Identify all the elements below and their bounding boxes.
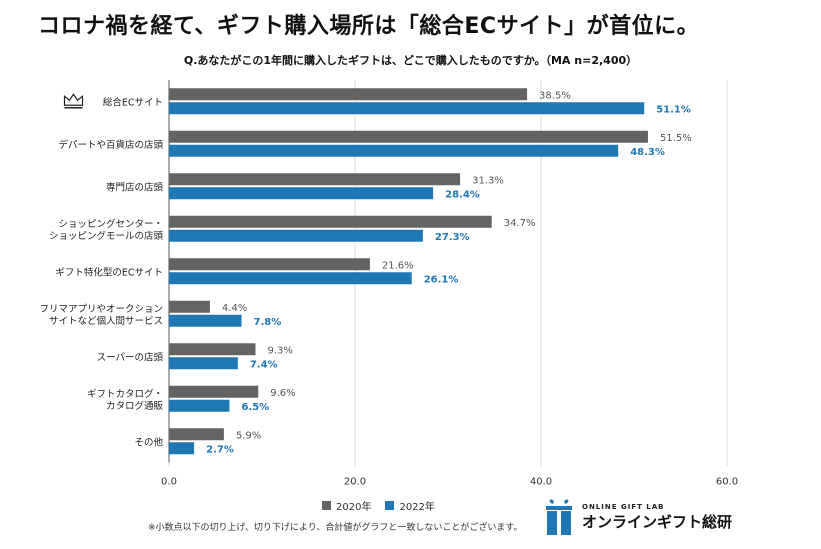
logo-subtitle: ONLINE GIFT LAB (582, 502, 665, 511)
category-label: サイトなど個人間サービス (49, 315, 163, 327)
bar-2020 (169, 428, 224, 441)
data-label-2020: 31.3% (472, 175, 504, 186)
data-label-2022: 48.3% (630, 147, 665, 158)
bar-2022 (169, 442, 195, 455)
category-label: その他 (134, 436, 163, 448)
legend-swatch-2020 (322, 501, 331, 510)
data-label-2022: 51.1% (656, 104, 691, 115)
category-label: 総合ECサイト (103, 96, 163, 108)
category-label: スーパーの店頭 (97, 351, 164, 363)
data-label-2020: 5.9% (236, 430, 261, 441)
x-tick-label: 20.0 (344, 477, 366, 488)
x-tick-label: 0.0 (161, 477, 177, 488)
data-label-2020: 21.6% (382, 260, 414, 271)
data-label-2022: 6.5% (241, 402, 269, 413)
bar-2022 (169, 357, 238, 370)
data-label-2022: 28.4% (445, 189, 480, 200)
data-label-2020: 34.7% (504, 218, 536, 229)
category-label: カタログ通販 (106, 400, 164, 412)
data-label-2022: 2.7% (206, 444, 234, 455)
bar-2022 (169, 314, 242, 327)
legend-swatch-2022 (385, 501, 395, 510)
data-label-2022: 27.3% (435, 232, 470, 243)
x-tick-label: 60.0 (716, 477, 738, 488)
category-label: ギフト特化型のECサイト (55, 266, 163, 278)
legend-label-2020: 2020年 (336, 502, 372, 513)
bar-2022 (169, 229, 423, 242)
bar-2020 (169, 385, 259, 398)
bar-2020 (169, 300, 210, 313)
legend-label-2022: 2022年 (399, 502, 435, 513)
data-label-2020: 9.6% (270, 388, 295, 399)
legend-item-2022: 2022年 (385, 498, 435, 513)
category-label: ショッピングモールの店頭 (49, 230, 164, 242)
data-label-2022: 26.1% (424, 274, 459, 285)
bar-2022 (169, 272, 412, 285)
data-label-2020: 38.5% (539, 90, 571, 101)
bar-2020 (169, 130, 648, 143)
category-label: デパートや百貨店の店頭 (58, 139, 163, 151)
category-label: フリマアプリやオークション (39, 304, 163, 315)
bar-2020 (169, 258, 370, 271)
bar-2020 (169, 215, 492, 228)
x-tick-label: 40.0 (530, 477, 552, 488)
bar-2022 (169, 187, 434, 200)
data-label-2022: 7.4% (250, 359, 278, 370)
data-label-2022: 7.8% (254, 317, 282, 328)
headline: コロナ禍を経て、ギフト購入場所は「総合ECサイト」が首位に。 (38, 14, 700, 39)
data-label-2020: 9.3% (267, 345, 292, 356)
crown-icon (63, 93, 84, 106)
bar-2022 (169, 102, 645, 115)
data-label-2020: 4.4% (222, 303, 247, 314)
bar-2020 (169, 343, 256, 356)
bar-2020 (169, 88, 528, 101)
data-label-2020: 51.5% (660, 133, 692, 144)
gift-box-icon (546, 499, 572, 535)
legend-item-2020: 2020年 (322, 498, 371, 513)
chart-title: Q.あなたがこの1年間に購入したギフトは、どこで購入したものですか。（MA n=… (183, 54, 638, 67)
logo-title: オンラインギフト総研 (582, 512, 733, 531)
category-label: 専門店の店頭 (106, 181, 164, 193)
footnote: ※小数点以下の切り上げ、切り下げにより、合計値がグラフと一致しないことがございま… (148, 523, 523, 533)
brand-logo: ONLINE GIFT LAB オンラインギフト総研 (544, 497, 732, 537)
bar-2022 (169, 144, 619, 157)
category-label: ショッピングセンター・ (58, 218, 163, 230)
legend: 2020年 2022年 (322, 498, 443, 513)
category-label: ギフトカタログ・ (87, 388, 163, 400)
bar-2022 (169, 399, 230, 412)
bar-2020 (169, 173, 461, 186)
